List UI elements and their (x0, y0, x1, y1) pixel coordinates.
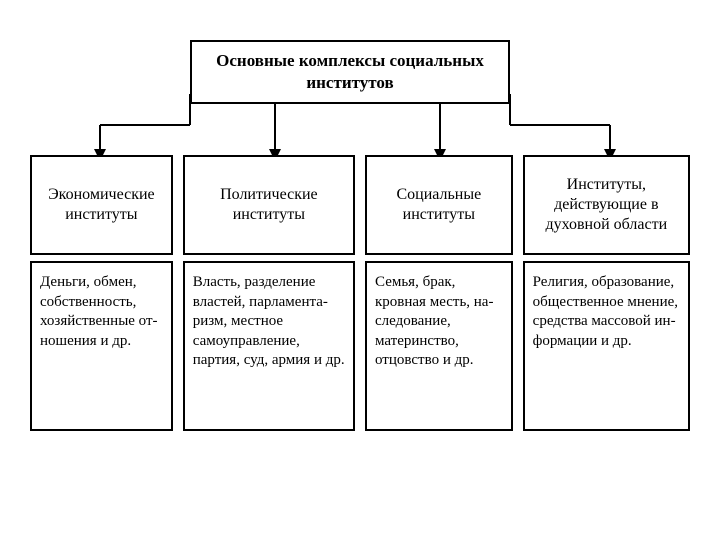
column-body: Власть, разде­ление властей, парламента­… (183, 261, 355, 431)
column-body: Деньги, об­мен, собст­венность, хозяйст­… (30, 261, 173, 431)
column-header: Институты, действующие в духовной област… (523, 155, 690, 255)
column-body: Религия, обра­зование, обще­ственное мне… (523, 261, 690, 431)
header-text: Социальные институты (375, 185, 503, 225)
header-text: Институты, действующие в духовной област… (533, 175, 680, 235)
column-spiritual: Институты, действующие в духовной област… (523, 155, 690, 431)
body-text: Семья, брак, кровная месть, на­следовани… (375, 274, 493, 368)
column-header: Экономи­ческие институты (30, 155, 173, 255)
root-node: Основные комплексы социальных институтов (190, 40, 510, 104)
column-body: Семья, брак, кровная месть, на­следовани… (365, 261, 513, 431)
header-text: Экономи­ческие институты (40, 185, 163, 225)
column-political: Политические институты Власть, разде­лен… (183, 155, 355, 431)
root-title: Основные комплексы социальных институтов (216, 51, 484, 92)
body-text: Власть, разде­ление властей, парламента­… (193, 274, 345, 368)
column-economic: Экономи­ческие институты Деньги, об­мен,… (30, 155, 173, 431)
column-header: Социальные институты (365, 155, 513, 255)
header-text: Политические институты (193, 185, 345, 225)
hierarchy-diagram: Основные комплексы социальных институтов… (0, 0, 720, 540)
column-social: Социальные институты Семья, брак, кровна… (365, 155, 513, 431)
body-text: Деньги, об­мен, собст­венность, хозяйст­… (40, 274, 158, 349)
body-text: Религия, обра­зование, обще­ственное мне… (533, 274, 678, 349)
columns-row: Экономи­ческие институты Деньги, об­мен,… (30, 155, 690, 431)
column-header: Политические институты (183, 155, 355, 255)
